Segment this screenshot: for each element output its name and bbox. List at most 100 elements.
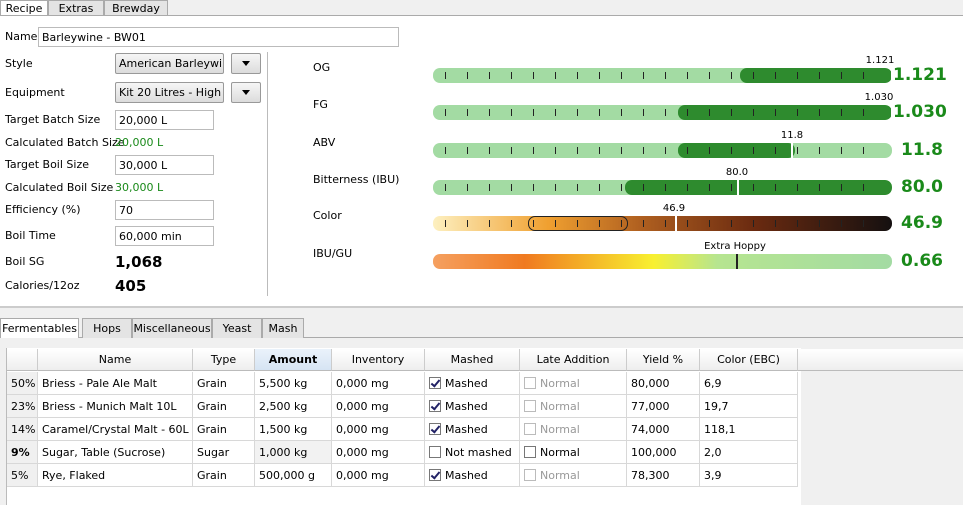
table-cell[interactable]: Sugar, Table (Sucrose) bbox=[38, 441, 193, 464]
cell-text: Normal bbox=[540, 469, 580, 482]
table-cell[interactable]: 74,000 bbox=[627, 418, 700, 441]
table-cell[interactable]: Briess - Munich Malt 10L bbox=[38, 395, 193, 418]
meter-value: 11.8 bbox=[901, 140, 943, 160]
mashed-cell[interactable]: Mashed bbox=[425, 372, 520, 395]
table-cell[interactable]: 2,0 bbox=[700, 441, 798, 464]
meter-label: Bitterness (IBU) bbox=[313, 173, 400, 186]
table-cell[interactable]: Grain bbox=[193, 395, 255, 418]
table-cell[interactable]: 1,000 kg bbox=[255, 441, 332, 464]
table-cell[interactable]: 100,000 bbox=[627, 441, 700, 464]
tab[interactable]: Extras bbox=[48, 0, 104, 15]
table-cell[interactable]: 78,300 bbox=[627, 464, 700, 487]
column-header[interactable]: Name bbox=[38, 349, 193, 371]
meter-marker-label: Extra Hoppy bbox=[704, 241, 766, 252]
late-addition-cell: Normal bbox=[520, 464, 627, 487]
table-cell[interactable]: 1,500 kg bbox=[255, 418, 332, 441]
table-cell[interactable]: 5,500 kg bbox=[255, 372, 332, 395]
tab[interactable]: Recipe bbox=[0, 0, 48, 15]
column-header[interactable]: Inventory bbox=[332, 349, 425, 371]
mashed-cell[interactable]: Not mashed bbox=[425, 441, 520, 464]
column-header[interactable]: Amount bbox=[255, 349, 332, 371]
row-header: 50% bbox=[7, 372, 38, 395]
field-label: Calculated Boil Size bbox=[5, 181, 114, 194]
column-header[interactable]: Yield % bbox=[627, 349, 700, 371]
header-corner bbox=[7, 349, 38, 371]
combo-arrow[interactable] bbox=[231, 82, 261, 103]
checkbox[interactable] bbox=[429, 400, 441, 412]
table-cell[interactable]: 0,000 mg bbox=[332, 372, 425, 395]
meter-ticks bbox=[445, 109, 880, 116]
combo-arrow[interactable] bbox=[231, 53, 261, 74]
table-cell[interactable]: Sugar bbox=[193, 441, 255, 464]
field-label: Equipment bbox=[5, 86, 65, 99]
field-label: Calculated Batch Size bbox=[5, 136, 125, 149]
meter-value: 1.030 bbox=[893, 102, 947, 122]
row-header: 14% bbox=[7, 418, 38, 441]
meter-bar bbox=[433, 180, 892, 195]
checkbox[interactable] bbox=[429, 377, 441, 389]
late-addition-cell[interactable]: Normal bbox=[520, 441, 627, 464]
tab[interactable]: Yeast bbox=[212, 318, 262, 338]
column-header[interactable]: Late Addition bbox=[520, 349, 627, 371]
text-input[interactable]: 20,000 L bbox=[115, 110, 214, 130]
tab[interactable]: Hops bbox=[82, 318, 132, 338]
tab[interactable]: Miscellaneous bbox=[132, 318, 212, 338]
table-cell[interactable]: Briess - Pale Ale Malt bbox=[38, 372, 193, 395]
field-label: Target Boil Size bbox=[5, 158, 89, 171]
table-cell[interactable]: 77,000 bbox=[627, 395, 700, 418]
mashed-cell[interactable]: Mashed bbox=[425, 464, 520, 487]
stat-value: 405 bbox=[115, 277, 147, 295]
column-header[interactable]: Type bbox=[193, 349, 255, 371]
late-addition-cell: Normal bbox=[520, 372, 627, 395]
meter-ticks bbox=[445, 184, 880, 191]
checkbox[interactable] bbox=[429, 469, 441, 481]
calculated-value: 20,000 L bbox=[115, 136, 164, 149]
table-cell[interactable]: 2,500 kg bbox=[255, 395, 332, 418]
checkbox[interactable] bbox=[429, 446, 441, 458]
meter-marker-label: 46.9 bbox=[662, 203, 686, 214]
meter-value: 0.66 bbox=[901, 251, 943, 271]
table-cell[interactable]: 118,1 bbox=[700, 418, 798, 441]
meter-label: IBU/GU bbox=[313, 247, 353, 260]
cell-text: Normal bbox=[540, 400, 580, 413]
combo-box[interactable]: Kit 20 Litres - High FG bbox=[115, 82, 224, 103]
text-input[interactable]: 60,000 min bbox=[115, 226, 214, 246]
column-header[interactable]: Color (EBC) bbox=[700, 349, 798, 371]
checkbox[interactable] bbox=[524, 446, 536, 458]
table-cell[interactable]: 80,000 bbox=[627, 372, 700, 395]
table-cell[interactable]: 0,000 mg bbox=[332, 395, 425, 418]
meter-marker bbox=[891, 68, 893, 83]
table-cell[interactable]: 19,7 bbox=[700, 395, 798, 418]
tab[interactable]: Brewday bbox=[104, 0, 168, 15]
combo-box[interactable]: American Barleywine bbox=[115, 53, 224, 74]
field-label: Calories/12oz bbox=[5, 279, 80, 292]
table-cell[interactable]: 0,000 mg bbox=[332, 464, 425, 487]
checkbox[interactable] bbox=[429, 423, 441, 435]
table-cell[interactable]: 0,000 mg bbox=[332, 418, 425, 441]
meter-marker bbox=[736, 254, 738, 269]
lower-tab-line bbox=[0, 337, 963, 338]
cell-text: Mashed bbox=[445, 377, 488, 390]
column-header[interactable]: Mashed bbox=[425, 349, 520, 371]
table-cell[interactable]: Grain bbox=[193, 418, 255, 441]
tab[interactable]: Mash bbox=[262, 318, 304, 338]
tab[interactable]: Fermentables bbox=[0, 318, 79, 338]
table-cell[interactable]: Rye, Flaked bbox=[38, 464, 193, 487]
row-header: 5% bbox=[7, 464, 38, 487]
cell-text: Normal bbox=[540, 377, 580, 390]
row-header: 23% bbox=[7, 395, 38, 418]
table-cell[interactable]: Grain bbox=[193, 372, 255, 395]
table-cell[interactable]: 500,000 g bbox=[255, 464, 332, 487]
cell-text: Mashed bbox=[445, 469, 488, 482]
table-cell[interactable]: 3,9 bbox=[700, 464, 798, 487]
mashed-cell[interactable]: Mashed bbox=[425, 418, 520, 441]
text-input[interactable]: 70 bbox=[115, 200, 214, 220]
name-input[interactable]: Barleywine - BW01 bbox=[38, 27, 399, 47]
table-cell[interactable]: Grain bbox=[193, 464, 255, 487]
table-cell[interactable]: 6,9 bbox=[700, 372, 798, 395]
table-cell[interactable]: 0,000 mg bbox=[332, 441, 425, 464]
meter-marker bbox=[737, 180, 739, 195]
table-cell[interactable]: Caramel/Crystal Malt - 60L bbox=[38, 418, 193, 441]
mashed-cell[interactable]: Mashed bbox=[425, 395, 520, 418]
text-input[interactable]: 30,000 L bbox=[115, 155, 214, 175]
